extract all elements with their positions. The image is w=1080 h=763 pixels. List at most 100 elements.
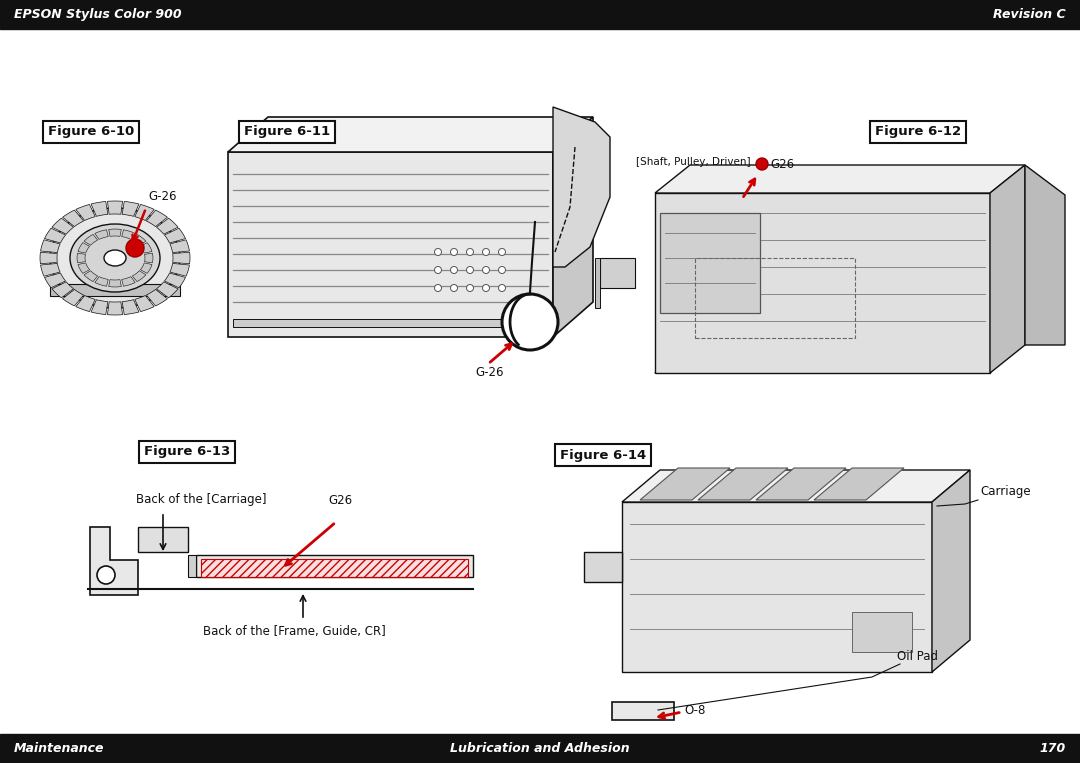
Text: Back of the [Carriage]: Back of the [Carriage] [136, 494, 267, 507]
Polygon shape [135, 295, 154, 311]
Polygon shape [932, 470, 970, 672]
Polygon shape [135, 204, 154, 221]
Polygon shape [84, 234, 97, 245]
Text: Figure 6-12: Figure 6-12 [875, 125, 961, 139]
Polygon shape [44, 228, 66, 243]
Polygon shape [228, 152, 553, 337]
Bar [600, 258, 635, 288]
Polygon shape [76, 204, 95, 221]
Text: O-8: O-8 [684, 704, 705, 717]
Text: Carriage: Carriage [980, 485, 1030, 498]
Circle shape [499, 249, 505, 256]
Polygon shape [52, 282, 73, 298]
Polygon shape [122, 230, 135, 240]
Circle shape [756, 158, 768, 170]
Text: [Shaft, Pulley, Driven]: [Shaft, Pulley, Driven] [636, 157, 751, 167]
Circle shape [434, 285, 442, 291]
Bar [0, 734, 1080, 763]
Bar [195, 555, 473, 577]
Text: Figure 6-13: Figure 6-13 [144, 446, 230, 459]
Bar [0, 0, 1080, 29]
Polygon shape [553, 107, 610, 267]
Polygon shape [157, 218, 178, 234]
Bar [595, 258, 600, 308]
Ellipse shape [104, 250, 126, 266]
Polygon shape [78, 243, 90, 253]
Polygon shape [63, 210, 83, 227]
Polygon shape [654, 345, 1010, 373]
Polygon shape [814, 468, 904, 500]
Polygon shape [157, 282, 178, 298]
Polygon shape [84, 271, 97, 282]
Polygon shape [1025, 165, 1065, 345]
Bar [696, 258, 855, 338]
Polygon shape [654, 165, 1025, 193]
Polygon shape [91, 201, 108, 216]
Polygon shape [852, 612, 912, 652]
Ellipse shape [70, 224, 160, 292]
Circle shape [434, 266, 442, 273]
Polygon shape [109, 229, 121, 237]
Polygon shape [122, 300, 139, 314]
Circle shape [483, 249, 489, 256]
Text: Back of the [Frame, Guide, CR]: Back of the [Frame, Guide, CR] [203, 626, 386, 639]
Bar [201, 559, 468, 577]
Polygon shape [77, 253, 85, 262]
Text: Lubrication and Adhesion: Lubrication and Adhesion [450, 742, 630, 755]
Text: Figure 6-11: Figure 6-11 [244, 125, 330, 139]
Bar [660, 213, 760, 313]
Circle shape [126, 239, 144, 257]
Polygon shape [990, 165, 1025, 373]
Polygon shape [147, 289, 167, 306]
Text: Oil Pad: Oil Pad [897, 651, 939, 664]
Text: G26: G26 [328, 494, 352, 507]
Text: EPSON Stylus Color 900: EPSON Stylus Color 900 [14, 8, 181, 21]
Circle shape [499, 285, 505, 291]
Bar [201, 559, 468, 577]
Text: G-26: G-26 [475, 365, 503, 378]
Polygon shape [173, 253, 190, 264]
Text: Maintenance: Maintenance [14, 742, 105, 755]
Polygon shape [122, 277, 135, 286]
Polygon shape [164, 228, 186, 243]
Polygon shape [145, 253, 153, 262]
Polygon shape [553, 117, 593, 337]
Polygon shape [95, 277, 108, 286]
Polygon shape [109, 280, 121, 287]
Text: Figure 6-10: Figure 6-10 [48, 125, 134, 139]
Circle shape [483, 266, 489, 273]
Polygon shape [76, 295, 95, 311]
Polygon shape [228, 117, 593, 152]
Circle shape [467, 249, 473, 256]
Polygon shape [41, 263, 60, 276]
Polygon shape [140, 263, 152, 273]
Bar [138, 527, 188, 552]
Polygon shape [40, 253, 57, 264]
Polygon shape [78, 263, 90, 273]
Circle shape [97, 566, 114, 584]
Circle shape [467, 285, 473, 291]
Circle shape [467, 266, 473, 273]
Polygon shape [44, 273, 66, 288]
Polygon shape [50, 284, 180, 296]
Circle shape [483, 285, 489, 291]
Text: 170: 170 [1040, 742, 1066, 755]
Polygon shape [640, 468, 730, 500]
Ellipse shape [50, 258, 180, 282]
Polygon shape [133, 271, 146, 282]
Circle shape [434, 249, 442, 256]
Ellipse shape [50, 208, 180, 308]
Polygon shape [654, 193, 990, 373]
Circle shape [450, 249, 458, 256]
Polygon shape [91, 300, 108, 314]
Circle shape [502, 294, 558, 350]
Polygon shape [95, 230, 108, 240]
Polygon shape [698, 468, 788, 500]
Bar [612, 702, 674, 720]
Text: G26: G26 [770, 157, 794, 170]
Text: Revision C: Revision C [994, 8, 1066, 21]
Text: Figure 6-14: Figure 6-14 [561, 449, 646, 462]
Polygon shape [622, 502, 932, 672]
Polygon shape [107, 302, 122, 315]
Polygon shape [147, 210, 167, 227]
